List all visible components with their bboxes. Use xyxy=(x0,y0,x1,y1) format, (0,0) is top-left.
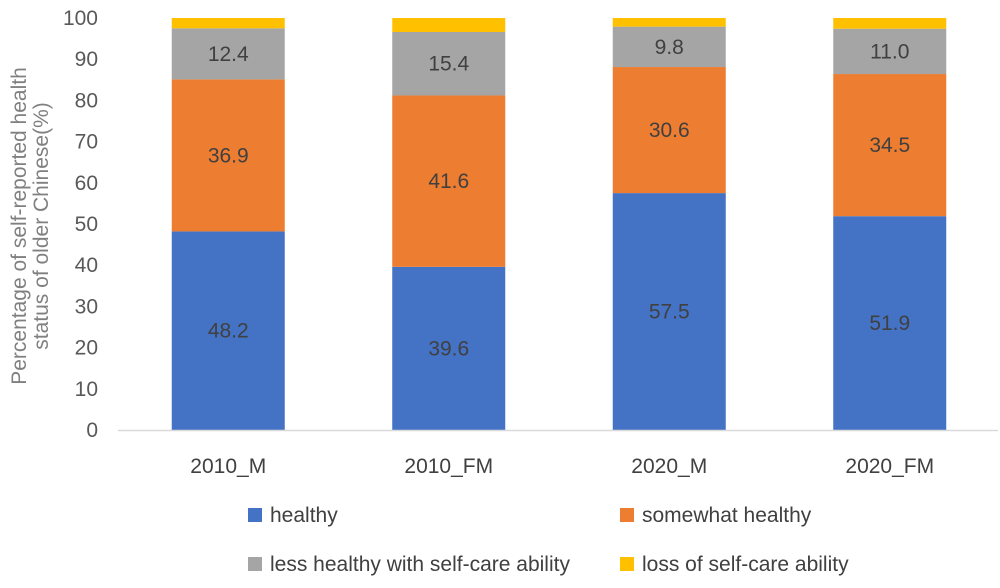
legend-swatch-less-healthy-with-self-care-ability xyxy=(248,557,262,571)
x-tick-label: 2010_FM xyxy=(404,455,493,478)
legend: healthy somewhat healthy less healthy with… xyxy=(248,504,849,576)
y-tick-label: 100 xyxy=(63,7,98,30)
y-tick-label: 30 xyxy=(75,295,98,318)
y-tick-label: 0 xyxy=(86,419,98,442)
bar-loss-of-self-care-ability-2010-m xyxy=(171,18,285,29)
bar-loss-of-self-care-ability-2010-fm xyxy=(392,18,506,33)
x-tick-label: 2020_FM xyxy=(845,455,934,478)
legend-swatch-somewhat-healthy xyxy=(620,508,634,522)
bar-somewhat-healthy-2010-fm xyxy=(392,95,506,267)
bar-less-healthy-with-self-care-ability-2010-m xyxy=(171,28,285,80)
y-axis-label: Percentage of self-reported healthstatus… xyxy=(8,67,53,385)
data-label: 48.2 xyxy=(208,320,249,343)
bar-loss-of-self-care-ability-2020-fm xyxy=(833,18,947,29)
data-label: 39.6 xyxy=(428,337,469,360)
bar-somewhat-healthy-2020-m xyxy=(612,67,726,194)
data-label: 51.9 xyxy=(869,312,910,335)
bar-less-healthy-with-self-care-ability-2020-fm xyxy=(833,28,947,75)
bar-somewhat-healthy-2010-m xyxy=(171,79,285,232)
legend-swatch-healthy xyxy=(248,508,262,522)
data-label: 30.6 xyxy=(649,119,690,142)
y-tick-label: 20 xyxy=(75,337,98,360)
data-label: 36.9 xyxy=(208,144,249,167)
data-label: 12.4 xyxy=(208,43,249,66)
y-axis-ticks: 0 10 20 30 40 50 60 70 80 90 100 xyxy=(63,7,98,442)
bar-healthy-2020-fm xyxy=(833,216,947,430)
y-tick-label: 40 xyxy=(75,254,98,277)
legend-label-loss-of-self-care-ability: loss of self-care ability xyxy=(642,553,849,576)
x-axis-categories: 2010_M 2010_FM 2020_M 2020_FM xyxy=(190,455,934,478)
legend-label-somewhat-healthy: somewhat healthy xyxy=(642,504,812,527)
data-label: 9.8 xyxy=(655,36,684,59)
data-label: 34.5 xyxy=(869,134,910,157)
bar-healthy-2010-fm xyxy=(392,266,506,430)
bar-healthy-2010-m xyxy=(171,231,285,430)
y-tick-label: 60 xyxy=(75,172,98,195)
data-label: 15.4 xyxy=(428,53,469,76)
y-tick-label: 50 xyxy=(75,213,98,236)
x-tick-label: 2020_M xyxy=(631,455,707,478)
legend-label-less-healthy-with-self-care-ability: less healthy with self-care ability xyxy=(270,553,570,576)
x-tick-label: 2010_M xyxy=(190,455,266,478)
data-label: 11.0 xyxy=(870,40,909,63)
data-label: 57.5 xyxy=(649,301,690,324)
legend-swatch-loss-of-self-care-ability xyxy=(620,557,634,571)
bar-less-healthy-with-self-care-ability-2020-m xyxy=(612,26,726,68)
bar-loss-of-self-care-ability-2020-m xyxy=(612,18,726,27)
bars: 48.2 36.9 12.4 39.6 41.6 15.4 57.5 30.6 9.8 51.9 3… xyxy=(171,18,947,430)
y-tick-label: 70 xyxy=(75,131,98,154)
legend-label-healthy: healthy xyxy=(270,504,338,527)
bar-somewhat-healthy-2020-fm xyxy=(833,74,947,217)
bar-less-healthy-with-self-care-ability-2010-fm xyxy=(392,32,506,96)
data-label: 41.6 xyxy=(428,170,469,193)
y-tick-label: 10 xyxy=(75,378,98,401)
y-tick-label: 80 xyxy=(75,89,98,112)
y-tick-label: 90 xyxy=(75,48,98,71)
bar-healthy-2020-m xyxy=(612,193,726,430)
